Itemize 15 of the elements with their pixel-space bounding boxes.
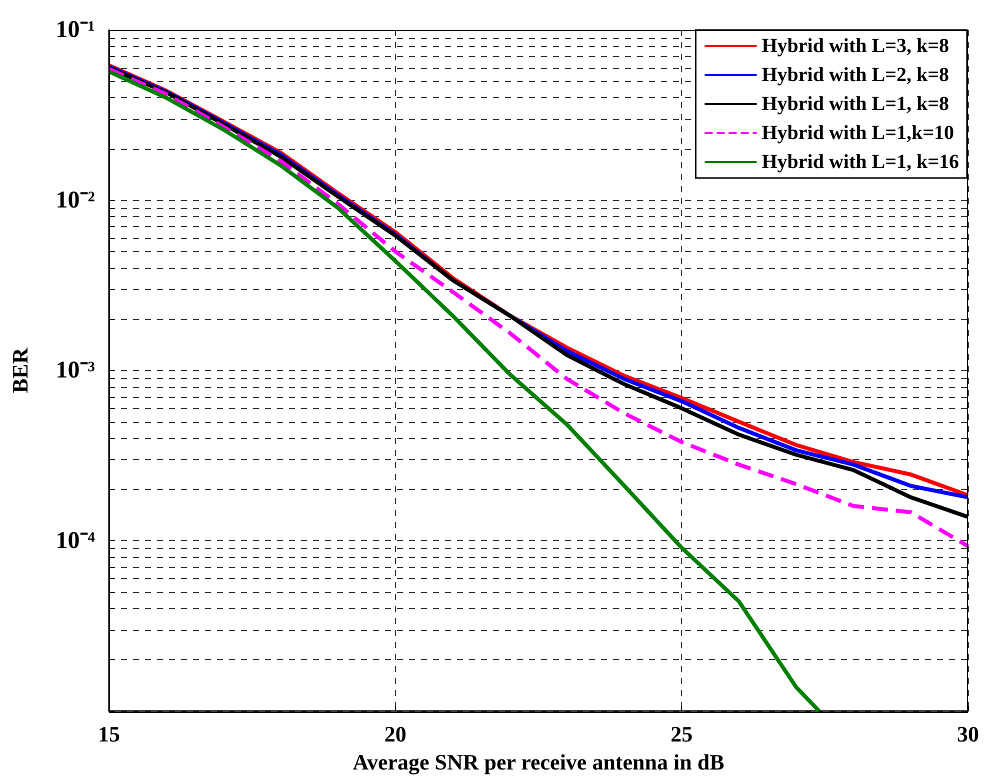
x-tick-label: 20 bbox=[384, 722, 406, 746]
x-tick-label: 25 bbox=[670, 722, 693, 746]
y-tick-label: 10⁻² bbox=[56, 187, 95, 214]
y-axis-title: BER bbox=[8, 346, 32, 394]
legend-label: Hybrid with L=1, k=8 bbox=[762, 93, 950, 115]
x-tick-label: 30 bbox=[957, 722, 979, 746]
x-axis-title: Average SNR per receive antenna in dB bbox=[352, 750, 725, 774]
legend-label: Hybrid with L=1, k=16 bbox=[762, 151, 960, 173]
y-tick-label: 10⁻³ bbox=[56, 358, 95, 384]
legend-label: Hybrid with L=1,k=10 bbox=[762, 122, 954, 144]
legend-label: Hybrid with L=3, k=8 bbox=[762, 35, 950, 57]
y-tick-label: 10⁻⁴ bbox=[56, 528, 95, 554]
y-tick-label: 10⁻¹ bbox=[56, 17, 95, 43]
x-tick-label: 15 bbox=[98, 722, 120, 746]
legend-label: Hybrid with L=2, k=8 bbox=[762, 64, 950, 86]
